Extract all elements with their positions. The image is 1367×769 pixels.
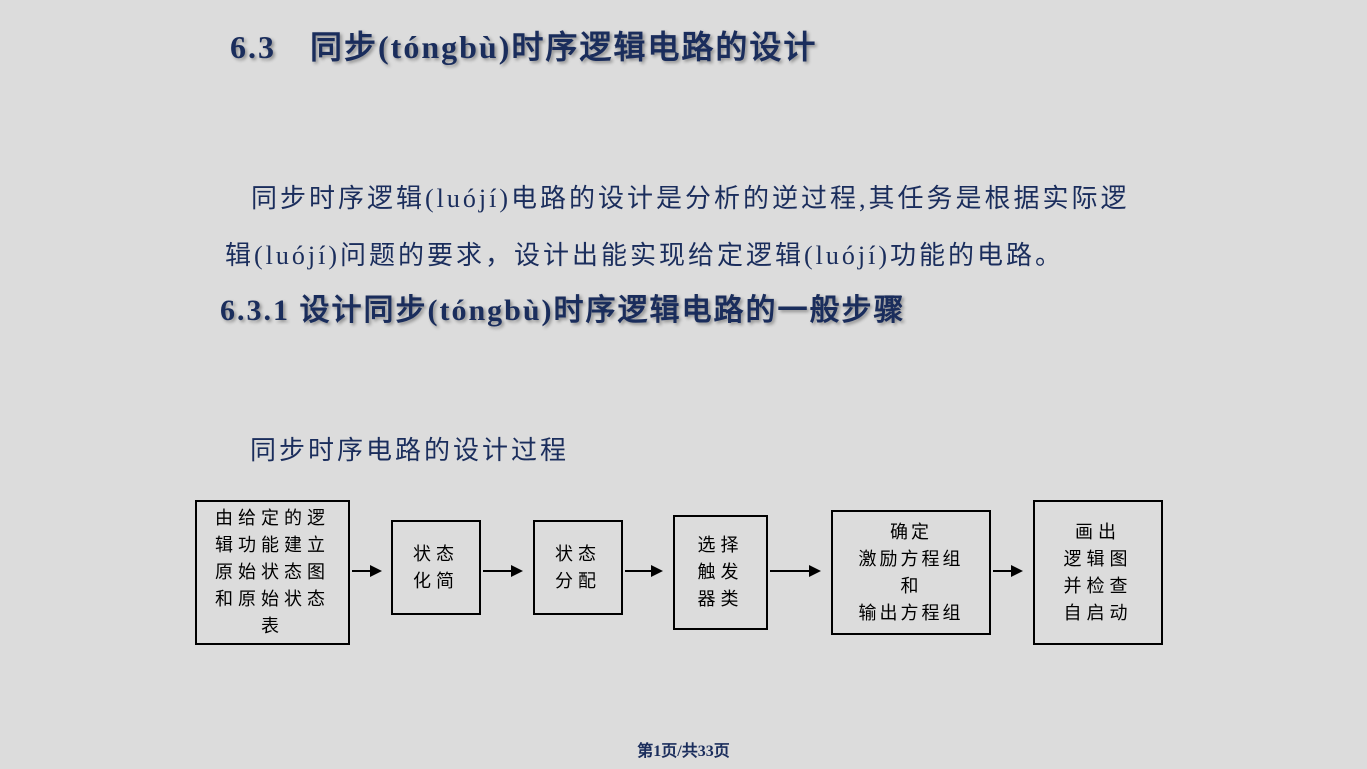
sub-heading: 6.3.1 设计同步(tóngbù)时序逻辑电路的一般步骤 xyxy=(220,290,970,332)
flow-arrow-5 xyxy=(993,570,1021,572)
flow-arrow-3 xyxy=(625,570,661,572)
flow-box-6: 画出逻辑图并检查自启动 xyxy=(1033,500,1163,645)
flow-box-3: 状态分配 xyxy=(533,520,623,615)
process-label: 同步时序电路的设计过程 xyxy=(250,430,569,467)
flow-box-2: 状态化简 xyxy=(391,520,481,615)
main-heading: 6.3 同步(tóngbù)时序逻辑电路的设计 xyxy=(230,25,930,70)
page-footer: 第1页/共33页 xyxy=(0,737,1367,761)
flow-box-4: 选择触发器类 xyxy=(673,515,768,630)
flow-box-1: 由给定的逻辑功能建立原始状态图和原始状态表 xyxy=(195,500,350,645)
flowchart-container: 由给定的逻辑功能建立原始状态图和原始状态表 状态化简 状态分配 选择触发器类 确… xyxy=(195,495,1175,655)
flow-arrow-4 xyxy=(770,570,819,572)
flow-box-5: 确定激励方程组和输出方程组 xyxy=(831,510,991,635)
flow-arrow-1 xyxy=(352,570,380,572)
flow-arrow-2 xyxy=(483,570,521,572)
body-paragraph: 同步时序逻辑(luójí)电路的设计是分析的逆过程,其任务是根据实际逻辑(luó… xyxy=(225,170,1145,284)
